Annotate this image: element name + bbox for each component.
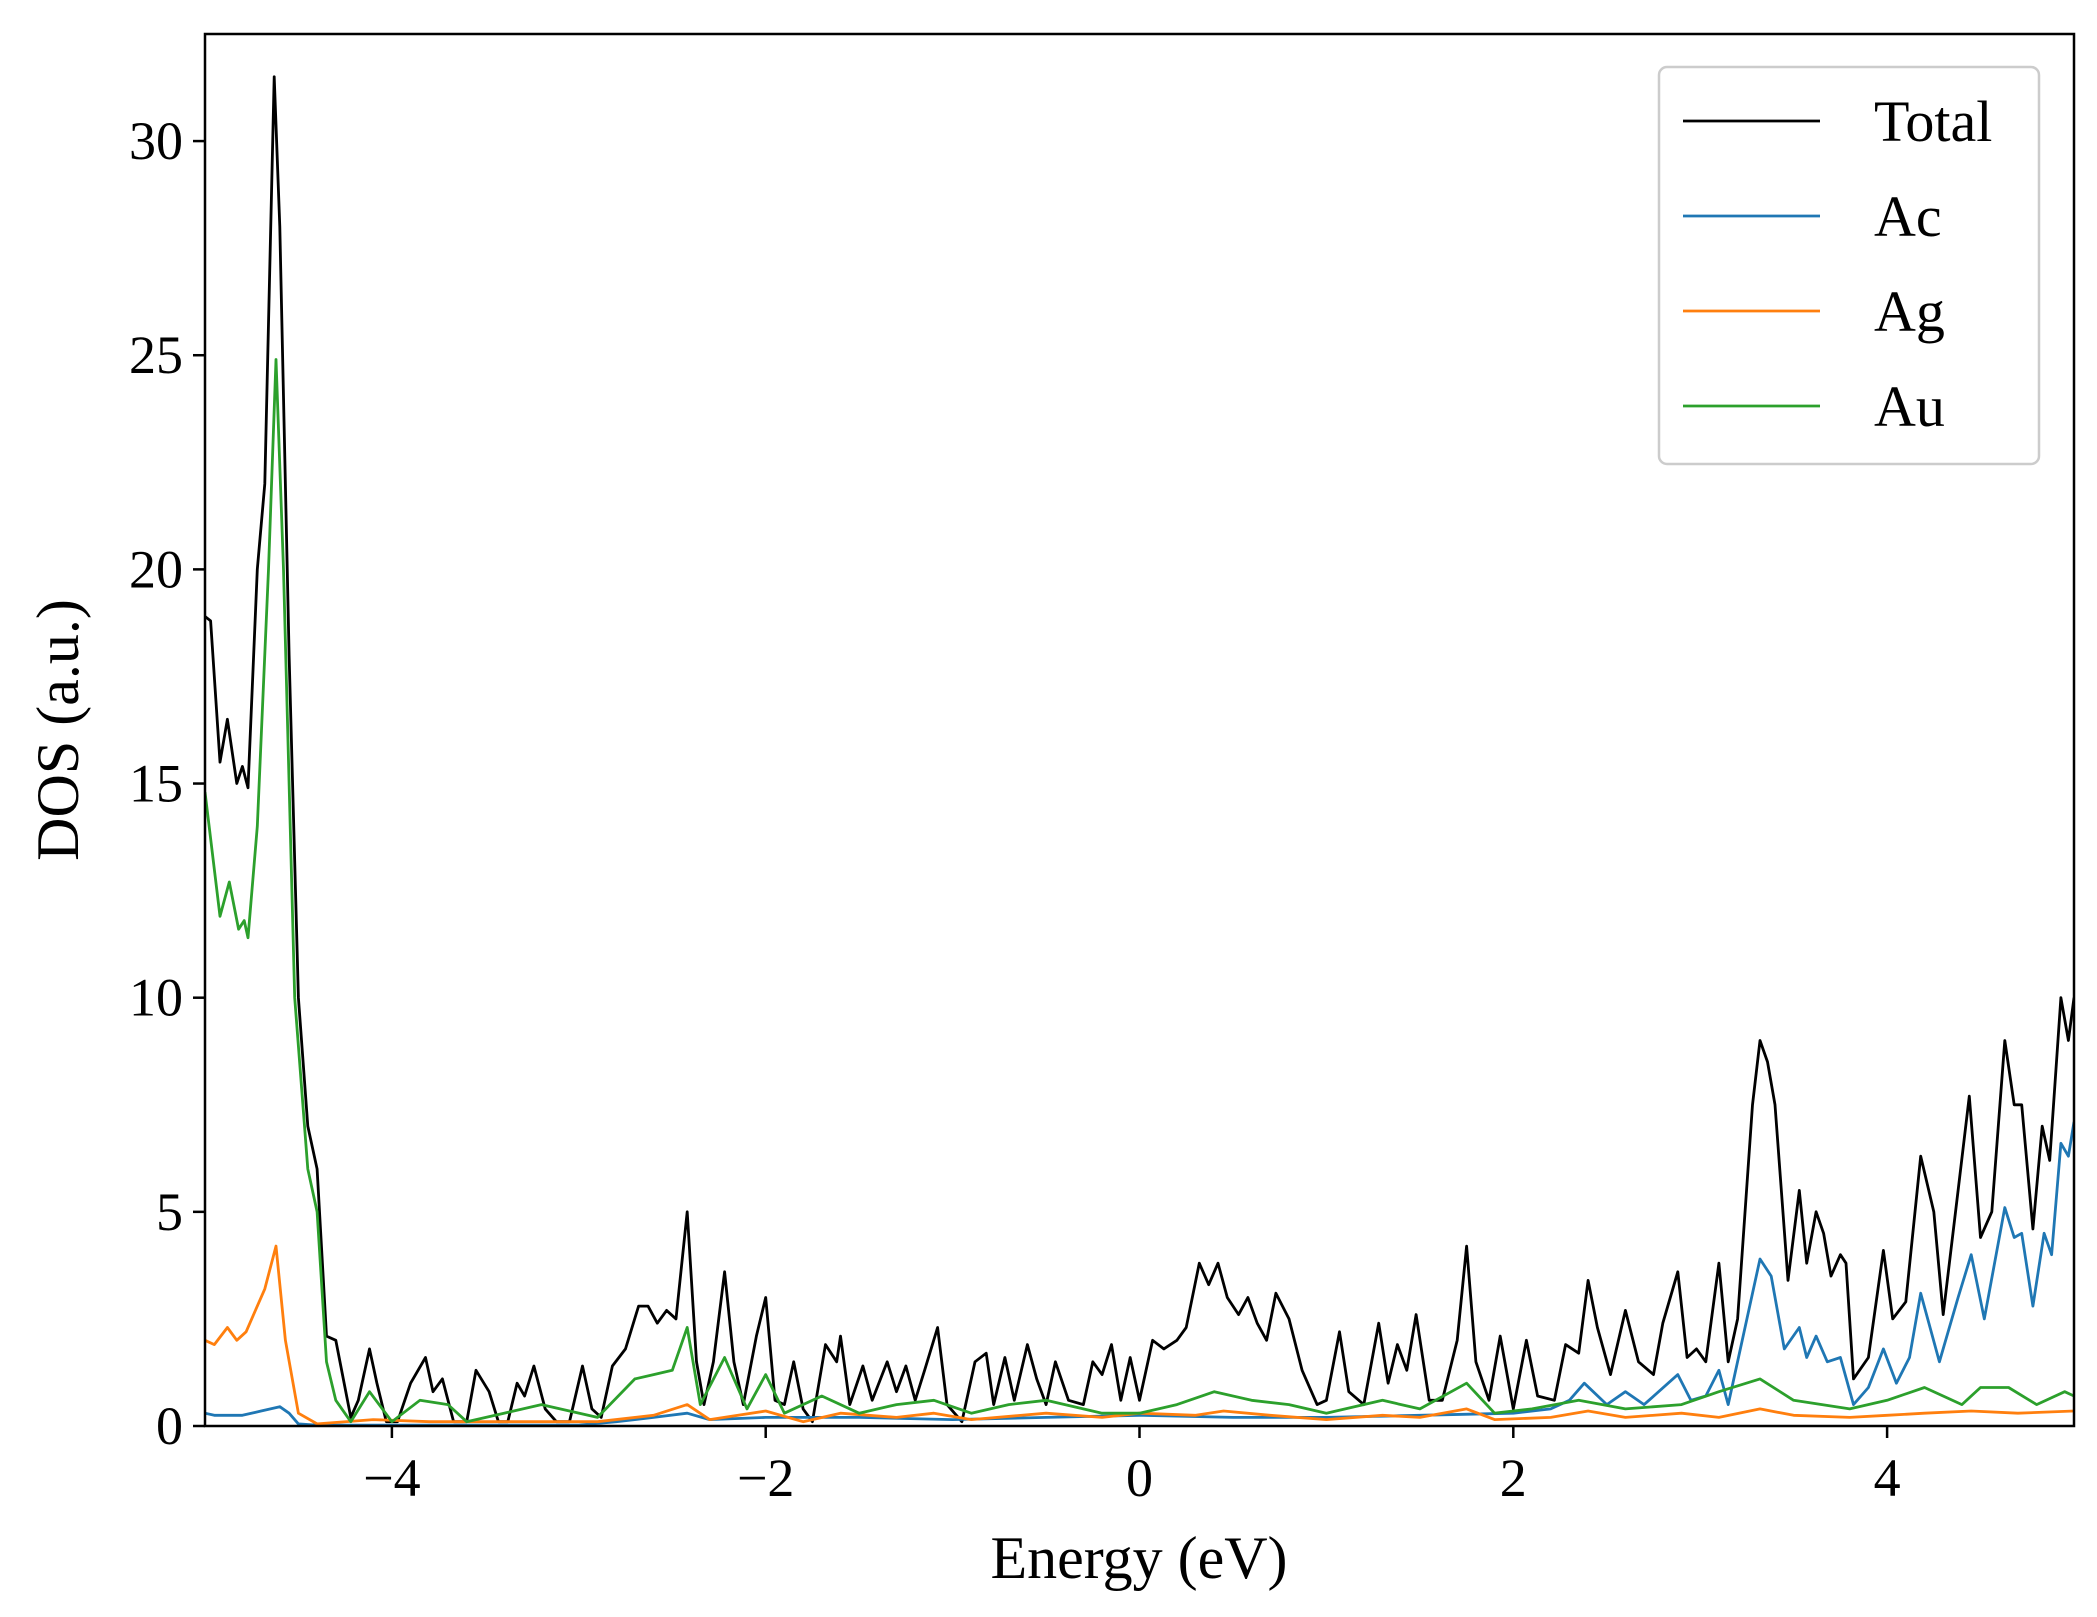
x-axis-label: Energy (eV) [990,1525,1287,1591]
legend-label-au: Au [1874,374,1945,439]
y-tick-label: 0 [156,1396,183,1456]
x-tick-label: 0 [1126,1448,1153,1508]
legend-label-ag: Ag [1874,279,1945,344]
series-line-total [205,75,2074,1424]
y-tick-label: 25 [129,325,183,385]
y-tick-label: 15 [129,754,183,814]
legend-label-ac: Ac [1874,184,1942,249]
y-tick-label: 10 [129,968,183,1028]
series-line-ag [205,1244,2074,1426]
y-tick-label: 5 [156,1182,183,1242]
x-tick-label: −2 [737,1448,794,1508]
x-tick-label: −4 [363,1448,420,1508]
x-tick-label: 2 [1500,1448,1527,1508]
ticks-layer: −4 −2 0 2 4 0 5 10 15 20 25 30 [129,111,1901,1508]
x-tick-label: 4 [1874,1448,1901,1508]
legend-label-total: Total [1874,89,1992,154]
series-line-ac [205,1121,2074,1426]
y-tick-label: 20 [129,539,183,599]
y-tick-label: 30 [129,111,183,171]
y-axis-label: DOS (a.u.) [25,599,91,861]
series-layer [205,75,2074,1426]
legend-box [1657,65,2041,466]
legend: Total Ac Ag Au [1657,65,2041,466]
series-line-au [205,358,2074,1424]
